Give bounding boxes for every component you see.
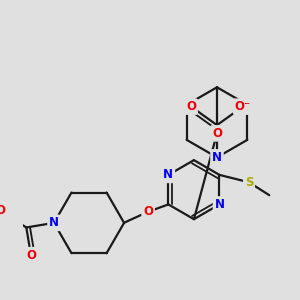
Text: O: O [186, 100, 196, 113]
Text: O⁻: O⁻ [235, 100, 251, 113]
Text: N: N [164, 168, 173, 182]
Text: S: S [245, 176, 253, 189]
Text: N: N [49, 216, 59, 230]
Text: N: N [212, 151, 222, 164]
Text: O: O [26, 249, 36, 262]
Text: O: O [143, 205, 153, 218]
Text: N: N [214, 198, 224, 211]
Text: O: O [212, 127, 222, 140]
Text: O: O [0, 204, 5, 218]
